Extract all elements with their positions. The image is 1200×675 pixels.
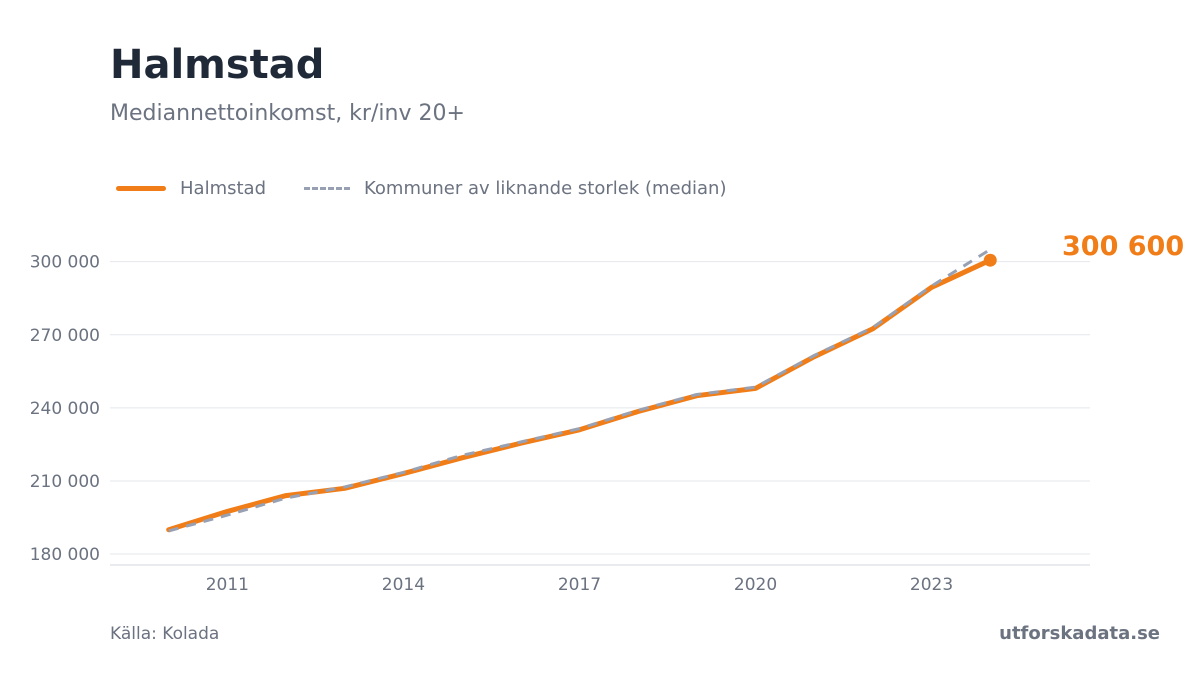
chart-title: Halmstad bbox=[110, 42, 325, 88]
y-tick-label: 300 000 bbox=[30, 253, 100, 273]
y-tick-label: 240 000 bbox=[30, 399, 100, 419]
chart-subtitle: Mediannettoinkomst, kr/inv 20+ bbox=[110, 101, 465, 126]
series-line-halmstad bbox=[166, 257, 993, 533]
end-marker: 300 600 bbox=[983, 231, 1184, 267]
x-tick-label: 2020 bbox=[734, 575, 777, 595]
legend: Halmstad Kommuner av liknande storlek (m… bbox=[116, 178, 765, 199]
x-tick-label: 2023 bbox=[910, 575, 953, 595]
y-tick-label: 210 000 bbox=[30, 472, 100, 492]
x-tick-label: 2011 bbox=[206, 575, 249, 595]
x-axis-ticks: 2011 2014 2017 2020 2023 bbox=[206, 575, 953, 595]
x-tick-label: 2017 bbox=[558, 575, 601, 595]
end-point-marker bbox=[983, 253, 997, 267]
legend-solid-line-icon bbox=[116, 186, 166, 191]
series-lines bbox=[166, 248, 993, 533]
end-value-label: 300 600 bbox=[1062, 231, 1184, 262]
y-tick-label: 180 000 bbox=[30, 545, 100, 565]
legend-label-halmstad: Halmstad bbox=[180, 178, 266, 199]
grid-lines bbox=[110, 261, 1090, 566]
legend-item-halmstad: Halmstad bbox=[116, 178, 266, 199]
y-tick-label: 270 000 bbox=[30, 326, 100, 346]
series-line-median bbox=[168, 248, 991, 533]
x-tick-label: 2014 bbox=[382, 575, 425, 595]
legend-dashed-line-icon bbox=[304, 187, 350, 190]
brand-link[interactable]: utforskadata.se bbox=[999, 623, 1160, 644]
legend-label-median: Kommuner av liknande storlek (median) bbox=[364, 178, 727, 199]
legend-item-median: Kommuner av liknande storlek (median) bbox=[304, 178, 727, 199]
source-label: Källa: Kolada bbox=[110, 624, 220, 644]
y-axis-ticks: 180 000 210 000 240 000 270 000 300 000 bbox=[30, 253, 100, 565]
